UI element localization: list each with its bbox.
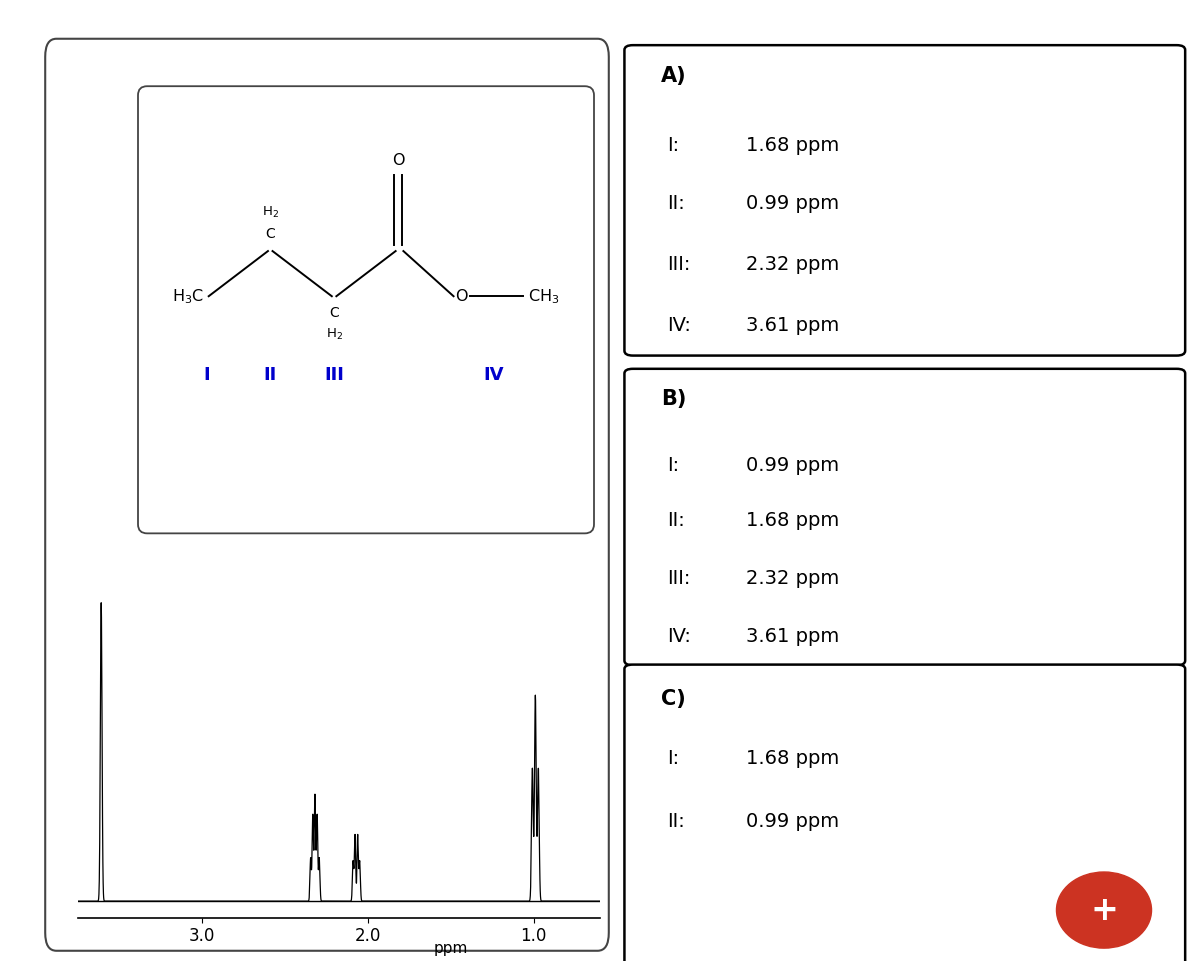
- Text: II: II: [264, 366, 277, 384]
- Text: III: III: [324, 366, 344, 384]
- Text: 0.99 ppm: 0.99 ppm: [746, 812, 839, 831]
- Text: C: C: [329, 307, 338, 320]
- Text: IV:: IV:: [667, 627, 691, 646]
- Text: 2.32 ppm: 2.32 ppm: [746, 255, 840, 274]
- Circle shape: [1056, 872, 1152, 949]
- Text: O: O: [391, 153, 404, 168]
- Text: I:: I:: [667, 749, 679, 768]
- Text: 0.99 ppm: 0.99 ppm: [746, 194, 839, 213]
- Text: ppm: ppm: [433, 941, 468, 956]
- Text: III:: III:: [667, 569, 690, 588]
- Text: A): A): [661, 66, 686, 86]
- Text: II:: II:: [667, 812, 685, 831]
- Text: 1.68 ppm: 1.68 ppm: [746, 511, 840, 530]
- FancyBboxPatch shape: [624, 369, 1186, 665]
- Text: IV: IV: [484, 366, 504, 384]
- Text: C): C): [661, 689, 686, 709]
- FancyBboxPatch shape: [624, 45, 1186, 356]
- Text: H$_3$C: H$_3$C: [172, 287, 204, 306]
- Text: B): B): [661, 388, 686, 408]
- Text: IV:: IV:: [667, 315, 691, 334]
- Text: 3.61 ppm: 3.61 ppm: [746, 627, 840, 646]
- Text: I:: I:: [667, 136, 679, 156]
- Text: 1.68 ppm: 1.68 ppm: [746, 749, 840, 768]
- Text: II:: II:: [667, 511, 685, 530]
- Text: +: +: [1090, 894, 1118, 926]
- Text: 3.61 ppm: 3.61 ppm: [746, 315, 840, 334]
- Text: I:: I:: [667, 456, 679, 475]
- Text: Match the peaks in this spectrum with hydrogens on the structure below.: Match the peaks in this spectrum with hy…: [218, 11, 982, 30]
- Text: H$_2$: H$_2$: [325, 328, 342, 342]
- Text: O: O: [456, 288, 468, 304]
- Text: II:: II:: [667, 194, 685, 213]
- Text: 2.32 ppm: 2.32 ppm: [746, 569, 840, 588]
- FancyBboxPatch shape: [46, 38, 608, 950]
- FancyBboxPatch shape: [138, 86, 594, 533]
- Text: I: I: [203, 366, 210, 384]
- Text: C: C: [265, 227, 275, 241]
- Text: 1.68 ppm: 1.68 ppm: [746, 136, 840, 156]
- Text: H$_2$: H$_2$: [262, 205, 278, 220]
- FancyBboxPatch shape: [624, 665, 1186, 961]
- Text: CH$_3$: CH$_3$: [528, 287, 559, 306]
- Text: 0.99 ppm: 0.99 ppm: [746, 456, 839, 475]
- Text: III:: III:: [667, 255, 690, 274]
